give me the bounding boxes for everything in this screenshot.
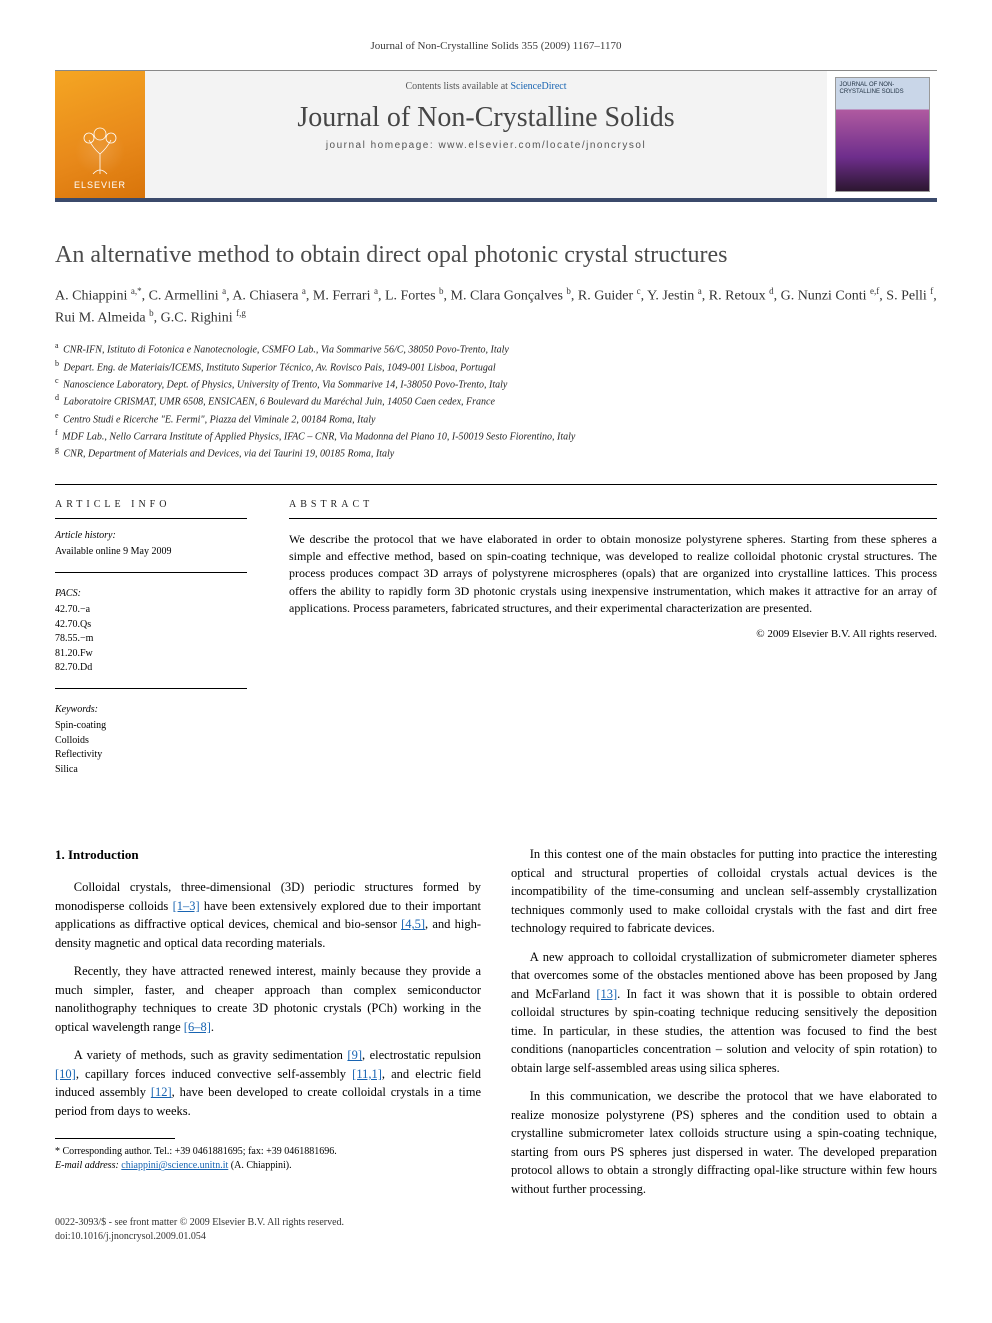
header-middle: Contents lists available at ScienceDirec… — [145, 71, 827, 198]
footnote-email-line: E-mail address: chiappini@science.unitn.… — [55, 1159, 481, 1173]
affiliation: c Nanoscience Laboratory, Dept. of Physi… — [55, 375, 937, 392]
citation-link[interactable]: [13] — [596, 987, 617, 1001]
page: Journal of Non-Crystalline Solids 355 (2… — [0, 0, 992, 1284]
citation-link[interactable]: [6–8] — [184, 1020, 211, 1034]
citation-link[interactable]: [11,1] — [352, 1067, 382, 1081]
contents-prefix: Contents lists available at — [405, 81, 510, 92]
affiliation: g CNR, Department of Materials and Devic… — [55, 444, 937, 461]
footer-front-matter: 0022-3093/$ - see front matter © 2009 El… — [55, 1216, 937, 1230]
journal-name: Journal of Non-Crystalline Solids — [145, 102, 827, 134]
cover-title: JOURNAL OF NON-CRYSTALLINE SOLIDS — [840, 82, 925, 95]
affiliation: a CNR-IFN, Istituto di Fotonica e Nanote… — [55, 340, 937, 357]
journal-homepage: journal homepage: www.elsevier.com/locat… — [145, 140, 827, 151]
affiliation: e Centro Studi e Ricerche "E. Fermi", Pi… — [55, 410, 937, 427]
pacs-code: 42.70.Qs — [55, 618, 247, 633]
affiliation: b Depart. Eng. de Materiais/ICEMS, Insti… — [55, 358, 937, 375]
keyword: Reflectivity — [55, 748, 247, 763]
article-history-group: Article history: Available online 9 May … — [55, 529, 247, 573]
text-run: Recently, they have attracted renewed in… — [55, 964, 481, 1034]
article-info-column: ARTICLE INFO Article history: Available … — [55, 485, 265, 818]
body-paragraph: Colloidal crystals, three-dimensional (3… — [55, 878, 481, 952]
affiliation: d Laboratoire CRISMAT, UMR 6508, ENSICAE… — [55, 392, 937, 409]
homepage-prefix: journal homepage: — [326, 140, 439, 151]
contents-line: Contents lists available at ScienceDirec… — [145, 81, 827, 92]
article-info-label: ARTICLE INFO — [55, 499, 247, 519]
footnote-email-label: E-mail address: — [55, 1160, 119, 1171]
text-run: . — [211, 1020, 214, 1034]
pacs-label: PACS: — [55, 587, 247, 602]
keyword: Colloids — [55, 734, 247, 749]
text-run: A variety of methods, such as gravity se… — [74, 1048, 348, 1062]
citation-link[interactable]: [12] — [151, 1085, 172, 1099]
running-head: Journal of Non-Crystalline Solids 355 (2… — [55, 40, 937, 52]
footer-doi: doi:10.1016/j.jnoncrysol.2009.01.054 — [55, 1230, 937, 1244]
keyword: Silica — [55, 763, 247, 778]
corresponding-author-footnote: * Corresponding author. Tel.: +39 046188… — [55, 1145, 481, 1173]
pacs-list: 42.70.−a42.70.Qs78.55.−m81.20.Fw82.70.Dd — [55, 603, 247, 676]
abstract-copyright: © 2009 Elsevier B.V. All rights reserved… — [289, 628, 937, 640]
affiliations: a CNR-IFN, Istituto di Fotonica e Nanote… — [55, 340, 937, 461]
pacs-code: 81.20.Fw — [55, 647, 247, 662]
keywords-group: Keywords: Spin-coatingColloidsReflectivi… — [55, 703, 247, 790]
pacs-code: 78.55.−m — [55, 632, 247, 647]
publisher-name: ELSEVIER — [74, 180, 126, 190]
body-paragraph: A variety of methods, such as gravity se… — [55, 1046, 481, 1120]
body-paragraph: A new approach to colloidal crystallizat… — [511, 948, 937, 1078]
body-two-column: 1. Introduction Colloidal crystals, thre… — [55, 845, 937, 1198]
footnote-separator — [55, 1138, 175, 1139]
pacs-code: 42.70.−a — [55, 603, 247, 618]
publisher-logo-box: ELSEVIER — [55, 71, 145, 198]
journal-cover-thumbnail: JOURNAL OF NON-CRYSTALLINE SOLIDS — [835, 77, 930, 192]
citation-link[interactable]: [1–3] — [173, 899, 200, 913]
citation-link[interactable]: [4,5] — [401, 917, 425, 931]
abstract-column: ABSTRACT We describe the protocol that w… — [265, 485, 937, 818]
journal-header-band: ELSEVIER Contents lists available at Sci… — [55, 70, 937, 202]
article-title: An alternative method to obtain direct o… — [55, 242, 937, 269]
page-footer: 0022-3093/$ - see front matter © 2009 El… — [55, 1216, 937, 1244]
keywords-list: Spin-coatingColloidsReflectivitySilica — [55, 719, 247, 777]
keyword: Spin-coating — [55, 719, 247, 734]
cover-thumb-box: JOURNAL OF NON-CRYSTALLINE SOLIDS — [827, 71, 937, 198]
body-paragraph: Recently, they have attracted renewed in… — [55, 962, 481, 1036]
pacs-code: 82.70.Dd — [55, 661, 247, 676]
article-history-text: Available online 9 May 2009 — [55, 545, 247, 560]
pacs-group: PACS: 42.70.−a42.70.Qs78.55.−m81.20.Fw82… — [55, 587, 247, 689]
citation-link[interactable]: [9] — [347, 1048, 362, 1062]
keywords-label: Keywords: — [55, 703, 247, 718]
section-heading-introduction: 1. Introduction — [55, 845, 481, 864]
affiliation: f MDF Lab., Nello Carrara Institute of A… — [55, 427, 937, 444]
article-history-label: Article history: — [55, 529, 247, 544]
footnote-corr: * Corresponding author. Tel.: +39 046188… — [55, 1145, 481, 1159]
citation-link[interactable]: [10] — [55, 1067, 76, 1081]
abstract-label: ABSTRACT — [289, 499, 937, 519]
text-run: , capillary forces induced convective se… — [76, 1067, 352, 1081]
homepage-url: www.elsevier.com/locate/jnoncrysol — [438, 140, 646, 151]
authors-line: A. Chiappini a,*, C. Armellini a, A. Chi… — [55, 285, 937, 328]
body-paragraph: In this contest one of the main obstacle… — [511, 845, 937, 938]
footnote-email-who: (A. Chiappini). — [231, 1160, 292, 1171]
elsevier-tree-icon — [75, 126, 125, 176]
footnote-email-link[interactable]: chiappini@science.unitn.it — [121, 1160, 228, 1171]
sciencedirect-link[interactable]: ScienceDirect — [510, 81, 566, 92]
abstract-text: We describe the protocol that we have el… — [289, 531, 937, 618]
body-paragraph: In this communication, we describe the p… — [511, 1087, 937, 1198]
info-abstract-row: ARTICLE INFO Article history: Available … — [55, 484, 937, 818]
text-run: , electrostatic repulsion — [362, 1048, 481, 1062]
